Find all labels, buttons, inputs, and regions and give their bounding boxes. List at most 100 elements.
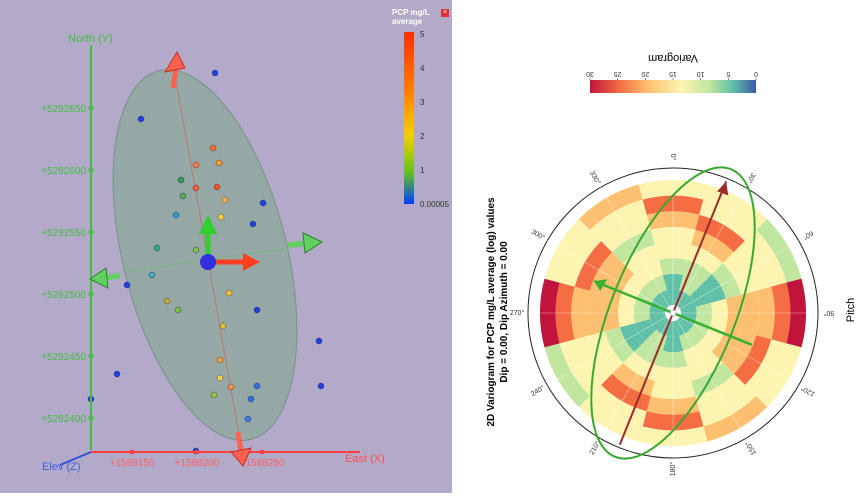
sample-point [177, 176, 185, 184]
minor-arrow-left [89, 267, 109, 289]
north-tick-mark [88, 291, 94, 297]
colorbar-3d-tick-label: 1 [420, 166, 425, 175]
sample-point [113, 370, 121, 378]
sample-point [153, 244, 161, 252]
sample-point [213, 183, 221, 191]
pitch-tick-label: 120° [800, 384, 817, 398]
sample-point [192, 246, 200, 254]
ellipsoid-3d-panel[interactable]: +5292650 +5292600 +5292550 +5292500 +5292450… [0, 0, 452, 493]
polar-spoke [600, 187, 674, 314]
variogram-cell [559, 339, 602, 396]
variogram-cell [574, 241, 613, 291]
east-tick-mark [130, 450, 134, 454]
sample-point [216, 374, 224, 382]
variogram-cell [604, 327, 635, 363]
variogram-cell [578, 184, 643, 231]
pitch-tick-label: 60° [801, 229, 814, 241]
variogram-cell [687, 351, 723, 382]
east-axis-ticks: +1588150 +1588200 +1588250 [110, 450, 285, 469]
pitch-tick-label: 330° [588, 170, 602, 187]
variogram-cell [699, 384, 756, 427]
ellipsoid-arrows [89, 50, 324, 467]
pitch-label: Pitch [845, 298, 857, 322]
variogram-cell [683, 340, 712, 367]
variogram-cell [619, 274, 646, 303]
sample-point [148, 271, 156, 279]
variogram-cell [699, 199, 756, 242]
sample-point [217, 213, 225, 221]
pitch-tick-label: 30° [745, 171, 757, 184]
north-tick-label: +5292600 [41, 166, 86, 177]
polar-spoke [672, 187, 746, 314]
variogram-colorbar-ticks: 30 25 20 15 10 5 0 [586, 70, 758, 80]
variogram-title-line-1: 2D Variogram for PCP mg/L average (log) … [486, 197, 497, 427]
pitch-tick-label: 240° [530, 384, 547, 398]
pitch-tick-label: 150° [744, 440, 758, 457]
variogram-colorbar-tick-label: 20 [641, 70, 649, 77]
sample-point [179, 192, 187, 200]
colorbar-3d-tick-label: 4 [420, 64, 425, 73]
north-tick-label: +5292650 [41, 104, 86, 115]
north-tick-label: +5292500 [41, 290, 86, 301]
variogram-cell [689, 319, 711, 341]
polar-spoke [600, 312, 674, 439]
sample-point [221, 196, 229, 204]
major-arrow-down [230, 447, 252, 467]
sample-point [172, 211, 180, 219]
variogram-panel: 30 25 20 15 10 5 0 Variogram 0° 30° 60° 90° 120° 15… [452, 0, 868, 493]
east-tick-mark [195, 450, 199, 454]
variogram-cell [612, 229, 655, 264]
polar-spoke [547, 312, 674, 386]
variogram-colorbar-tick-label: 0 [754, 70, 758, 77]
east-tick-label: +1588150 [110, 458, 155, 469]
east-tick-label: +1588200 [175, 458, 220, 469]
variogram-cell [634, 340, 663, 367]
sample-point [253, 306, 261, 314]
variogram-cell [733, 335, 772, 385]
sample-point [244, 415, 252, 423]
north-tick-mark [88, 353, 94, 359]
colorbar-3d: 5 4 3 2 1 0.00005 [404, 30, 449, 209]
variogram-cell [687, 244, 723, 275]
polar-spoke [672, 240, 799, 314]
sample-point [315, 337, 323, 345]
variogram-cell [623, 244, 659, 275]
sample-point [163, 297, 171, 305]
polar-spoke [547, 240, 674, 314]
variogram-cell [700, 323, 727, 352]
variogram-cell [679, 329, 701, 351]
variogram-colorbar-tick-label: 30 [586, 70, 594, 77]
variogram-cell [689, 285, 711, 307]
variogram-colorbar-tick-label: 25 [614, 70, 622, 77]
east-tick-mark [260, 450, 264, 454]
colorbar-3d-gradient [404, 32, 414, 204]
variogram-cell [695, 373, 745, 412]
major-axis-arrowhead [717, 181, 729, 196]
variogram-cell [711, 263, 742, 299]
variogram-cell [623, 351, 659, 382]
pitch-tick-label: 300° [530, 228, 547, 242]
polar-spoke [672, 312, 799, 386]
legend-close-icon[interactable]: × [441, 9, 449, 17]
colorbar-3d-tick-label: 3 [420, 98, 425, 107]
sample-point [209, 144, 217, 152]
elev-axis-line [59, 451, 92, 466]
variogram-cell [634, 259, 663, 286]
variogram-cell [744, 230, 787, 287]
variogram-cell [601, 214, 651, 253]
sample-point [227, 383, 235, 391]
sample-point [211, 69, 219, 77]
colorbar-title: PCP mg/L average [392, 8, 430, 26]
sample-point [219, 322, 227, 330]
pitch-tick-label: 180° [669, 462, 677, 477]
variogram-colorbar-tick-label: 5 [726, 70, 730, 77]
center-arrow-right [243, 253, 260, 271]
variogram-cell [544, 218, 591, 283]
east-tick-label: +1588250 [240, 458, 285, 469]
north-tick-mark [88, 167, 94, 173]
north-tick-mark [88, 229, 94, 235]
north-axis-label: North (Y) [68, 33, 113, 45]
sample-point [137, 115, 145, 123]
major-arrow-up [163, 50, 186, 73]
ellipsoid-3d-view[interactable]: +5292650 +5292600 +5292550 +5292500 +5292450… [0, 0, 452, 493]
